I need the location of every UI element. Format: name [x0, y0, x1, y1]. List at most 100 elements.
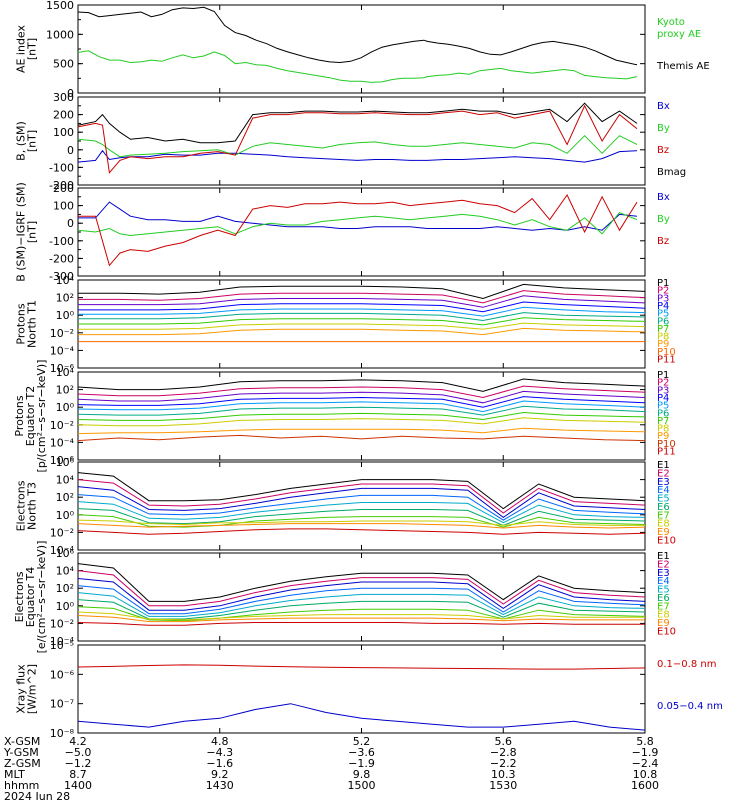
y-axis-label: Protons: [13, 395, 26, 436]
legend-entry: E5: [657, 585, 670, 596]
y-tick-label: 200: [53, 109, 74, 122]
y-axis-label: [nT]: [26, 130, 39, 152]
legend-entry: E2: [657, 559, 670, 570]
y-tick-label: 100: [53, 126, 74, 139]
legend-entry: P9: [657, 431, 669, 442]
series-line-p6: [78, 312, 646, 322]
y-tick-label: 10⁻⁶: [50, 668, 75, 681]
y-tick-label: -100: [49, 235, 74, 248]
legend-entry: 0.1−0.8 nm: [657, 659, 716, 670]
y-tick-label: 100: [53, 200, 74, 213]
y-tick-label: 10⁴: [56, 565, 75, 578]
legend-entry: P11: [657, 447, 676, 458]
y-tick-label: -100: [49, 161, 74, 174]
ephemeris-value: 5.8: [636, 735, 654, 748]
legend-entry: P4: [657, 393, 669, 404]
legend-entry: P7: [657, 324, 669, 335]
legend-entry: Bmag: [657, 167, 686, 178]
series-line-p4: [78, 301, 646, 313]
series-line-e7: [77, 606, 646, 622]
y-tick-label: -200: [49, 179, 74, 192]
y-axis-label: [p/(cm²−s−sr−keV)]: [35, 360, 48, 473]
series-line-e1: [77, 563, 646, 602]
panel-frame: [77, 4, 646, 94]
ephemeris-row-label: Y-GSM: [3, 746, 39, 759]
y-axis-label: Equator T4: [24, 567, 37, 627]
y-tick-label: -200: [49, 252, 74, 265]
y-tick-label: 0: [67, 144, 74, 157]
y-tick-label: 10⁰: [56, 309, 75, 322]
series-line-e8: [77, 519, 645, 526]
series-line-e1: [77, 472, 646, 510]
ephemeris-value: 9.8: [353, 768, 371, 781]
y-axis-label: Xray flux: [15, 664, 28, 714]
legend-entry: P6: [657, 408, 669, 419]
y-axis-label: Electrons: [15, 480, 28, 531]
y-tick-label: 10⁻⁸: [50, 727, 75, 740]
legend-entry: By: [657, 123, 670, 134]
y-tick-label: 10⁶: [56, 456, 75, 469]
legend-entry: E4: [657, 576, 670, 587]
y-tick-label: 1000: [46, 28, 74, 41]
legend-entry: P3: [657, 293, 669, 304]
x-axis-ephemeris: X-GSM 4.2 4.8 5.2 5.6 5.8 Y-GSM −5.0 −4.3 −3.6 −2.…: [3, 735, 659, 803]
y-axis-label: North T3: [26, 482, 39, 530]
legend-entry: P2: [657, 286, 669, 297]
y-axis-label: [nT]: [26, 38, 39, 60]
series-line-e10: [77, 622, 645, 626]
y-tick-label: 0: [67, 217, 74, 230]
ephemeris-value: 8.7: [69, 768, 87, 781]
legend-entry: E10: [657, 626, 676, 637]
y-tick-label: 10⁴: [56, 274, 75, 287]
legend-entry: E10: [657, 535, 676, 546]
series-line-p4: [77, 396, 646, 408]
legend-entry: P5: [657, 309, 669, 320]
series-line-bmag: [77, 102, 638, 144]
series-line-e2: [77, 479, 646, 514]
legend-entry: P8: [657, 424, 669, 435]
series-line-p3: [77, 390, 646, 404]
ephemeris-value: −1.9: [348, 757, 375, 770]
legend-entry: Themis AE: [656, 61, 710, 72]
y-tick-label: 10⁻²: [50, 327, 74, 340]
y-tick-label: 10²: [56, 491, 74, 504]
y-axis-label: North T1: [26, 300, 39, 348]
ephemeris-row-label: MLT: [4, 768, 25, 781]
y-tick-label: 10⁰: [56, 600, 75, 613]
y-tick-label: 10⁻⁴: [50, 635, 75, 648]
series-line-p8: [77, 417, 646, 427]
legend-entry: P10: [657, 439, 676, 450]
series-line-p7: [78, 317, 646, 326]
series-line-e9: [77, 615, 645, 623]
y-axis-label: [nT]: [26, 221, 39, 243]
legend-entry: By: [657, 214, 670, 225]
legend-entry: E9: [657, 618, 670, 629]
y-tick-label: 10⁻²: [50, 617, 74, 630]
y-tick-label: 10⁴: [56, 474, 75, 487]
legend-entry: P1: [657, 278, 669, 289]
y-tick-label: 10⁻⁶: [50, 362, 75, 375]
y-tick-label: 1500: [46, 0, 74, 12]
ephemeris-value: 10.8: [633, 768, 658, 781]
y-tick-label: 10⁻⁵: [50, 639, 74, 652]
series-line-bx: [78, 201, 638, 231]
legend-entry: P4: [657, 301, 669, 312]
legend-entry: E9: [657, 527, 670, 538]
series-line-p8: [78, 322, 646, 330]
legend-entry: Bx: [657, 101, 670, 112]
series-line-p2: [77, 385, 646, 399]
legend-entry: E7: [657, 601, 670, 612]
panel-b: -200 -100 0 100 200 300 B, (SM)[nT] Bx By Bz Bmag: [15, 91, 687, 192]
series-line-p2: [78, 290, 646, 304]
series-line-e2: [77, 570, 646, 607]
legend-entry: E5: [657, 494, 670, 505]
y-tick-label: 10⁻⁴: [50, 544, 75, 557]
plot-date: 2024 Jun 28: [4, 790, 70, 800]
y-tick-label: 10⁶: [56, 547, 75, 560]
ephemeris-value: 10.3: [491, 768, 516, 781]
y-tick-label: 10⁰: [56, 509, 75, 522]
ephemeris-row-label: X-GSM: [4, 735, 40, 748]
